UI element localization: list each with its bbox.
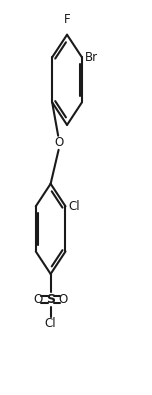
Text: F: F [64,13,70,26]
Text: O: O [34,293,43,306]
Text: O: O [55,136,64,149]
Text: Br: Br [85,51,98,64]
Text: O: O [58,293,67,306]
Text: Cl: Cl [68,200,80,213]
Text: S: S [46,293,55,306]
Text: Cl: Cl [45,317,56,330]
